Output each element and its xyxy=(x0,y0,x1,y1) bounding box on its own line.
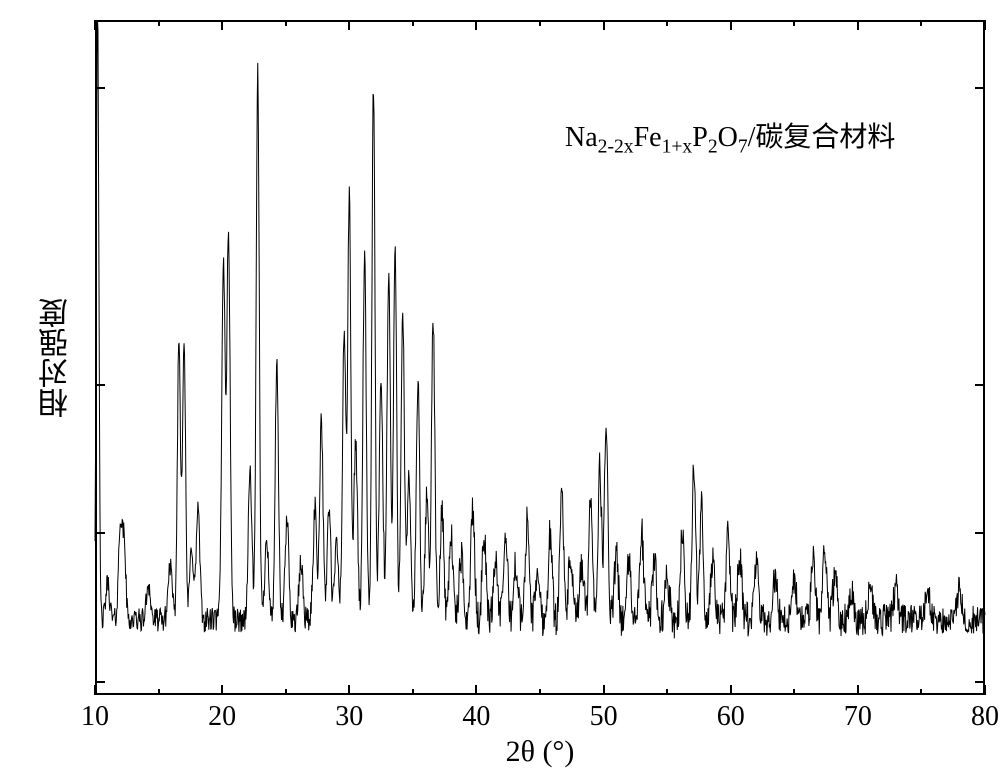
x-tick-minor xyxy=(285,689,287,695)
x-tick-minor xyxy=(666,689,668,695)
x-tick-minor-top xyxy=(412,20,414,26)
x-axis-label: 2θ (°) xyxy=(506,735,575,769)
x-tick-label: 70 xyxy=(844,701,872,733)
xrd-line-series xyxy=(95,20,985,695)
y-axis-left xyxy=(95,20,97,695)
x-tick-label: 10 xyxy=(81,701,109,733)
y-tick-major xyxy=(95,384,105,386)
x-tick-label: 40 xyxy=(462,701,490,733)
x-tick-label: 30 xyxy=(335,701,363,733)
x-tick-minor-top xyxy=(539,20,541,26)
x-tick-label: 60 xyxy=(717,701,745,733)
x-tick-minor xyxy=(793,689,795,695)
x-tick-major xyxy=(221,685,223,695)
x-tick-major xyxy=(348,685,350,695)
x-tick-minor xyxy=(158,689,160,695)
x-tick-major xyxy=(730,685,732,695)
xrd-trace xyxy=(95,20,985,638)
x-tick-major xyxy=(857,685,859,695)
x-tick-major-top xyxy=(603,20,605,30)
x-tick-major xyxy=(94,685,96,695)
x-tick-minor xyxy=(539,689,541,695)
x-tick-major-top xyxy=(475,20,477,30)
x-tick-major-top xyxy=(730,20,732,30)
y-axis-label: 相对强度 xyxy=(35,298,79,418)
x-tick-major-top xyxy=(221,20,223,30)
x-tick-major-top xyxy=(348,20,350,30)
x-tick-minor-top xyxy=(285,20,287,26)
y-tick-major xyxy=(95,681,105,683)
y-tick-major-right xyxy=(975,384,985,386)
x-tick-major-top xyxy=(857,20,859,30)
x-tick-label: 80 xyxy=(971,701,999,733)
x-tick-minor-top xyxy=(793,20,795,26)
y-tick-major-right xyxy=(975,87,985,89)
x-tick-label: 20 xyxy=(208,701,236,733)
y-tick-major xyxy=(95,87,105,89)
x-tick-major-top xyxy=(94,20,96,30)
x-tick-minor-top xyxy=(920,20,922,26)
x-tick-minor-top xyxy=(666,20,668,26)
x-tick-minor xyxy=(920,689,922,695)
x-tick-label: 50 xyxy=(590,701,618,733)
y-tick-major-right xyxy=(975,681,985,683)
x-tick-minor-top xyxy=(158,20,160,26)
y-tick-major xyxy=(95,532,105,534)
x-tick-major xyxy=(984,685,986,695)
y-tick-major-right xyxy=(975,532,985,534)
x-tick-minor xyxy=(412,689,414,695)
x-tick-major-top xyxy=(984,20,986,30)
x-tick-major xyxy=(475,685,477,695)
y-axis-right xyxy=(983,20,985,695)
xrd-figure: Na2-2xFe1+xP2O7/碳复合材料 1020304050607080 2… xyxy=(0,0,1000,781)
x-tick-major xyxy=(603,685,605,695)
